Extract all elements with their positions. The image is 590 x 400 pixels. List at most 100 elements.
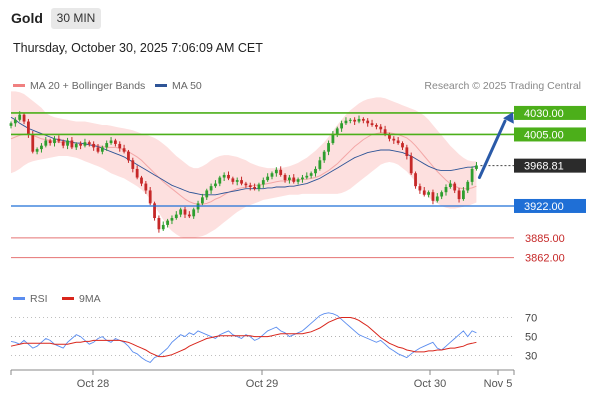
candle-body [92, 143, 96, 148]
candle-body [187, 214, 191, 217]
candle-body [279, 169, 283, 175]
candle-body [340, 123, 343, 129]
candle-body [122, 148, 126, 152]
candle-body [405, 147, 409, 156]
candle-body [353, 119, 357, 122]
rsi-9ma-line [10, 317, 477, 358]
candle-body [388, 134, 391, 139]
candle-body [257, 184, 261, 189]
candle-body [201, 197, 204, 204]
rsi-tick-label: 50 [525, 332, 537, 344]
candle-body [322, 151, 326, 161]
candle-body [74, 143, 78, 148]
candle-body [144, 183, 148, 191]
candle-body [335, 128, 339, 135]
legend-9ma: 9MA [62, 293, 101, 305]
candle-body [274, 169, 278, 174]
ma9-label: 9MA [79, 293, 101, 305]
timestamp: Thursday, October 30, 2025 7:06:09 AM CE… [13, 41, 263, 55]
candle-body [475, 165, 478, 169]
candle-body [444, 187, 448, 193]
candle-body [205, 190, 209, 198]
candle-body [470, 168, 474, 182]
candle-body [396, 140, 400, 144]
candle-body [288, 177, 291, 181]
candle-body [183, 209, 187, 215]
candle-body [392, 138, 396, 141]
x-tick-label: Oct 30 [414, 378, 446, 390]
candle-body [153, 203, 156, 219]
candle-body [331, 134, 335, 144]
candle-body [13, 119, 17, 124]
candle-body [222, 174, 226, 178]
candle-body [344, 120, 348, 124]
legend-rsi: RSI [13, 293, 48, 305]
ma9-swatch [62, 296, 74, 300]
candle-body [48, 140, 52, 144]
candle-body [414, 173, 417, 187]
legend-ma50: MA 50 [155, 80, 202, 92]
candle-body [231, 178, 235, 182]
candle-body [309, 173, 313, 176]
candle-body [409, 156, 413, 174]
candle-body [83, 142, 87, 146]
level-3968-81-tag [514, 158, 586, 173]
candle-body [305, 175, 309, 178]
candle-body [462, 190, 465, 200]
candle-body [18, 114, 22, 120]
candle-body [157, 218, 161, 230]
x-tick-label: Nov 5 [484, 378, 513, 390]
candle-body [466, 181, 470, 191]
projection-arrow [477, 119, 507, 180]
candle-body [96, 147, 100, 152]
candle-body [448, 183, 452, 188]
ma20-label: MA 20 + Bollinger Bands [30, 80, 146, 92]
level-4030-00-tag [514, 105, 586, 120]
candle-body [27, 121, 30, 135]
candle-body [170, 218, 174, 221]
candle-body [440, 192, 444, 197]
candle-body [22, 114, 26, 122]
x-tick-label: Oct 29 [246, 378, 278, 390]
candle-body [422, 190, 426, 195]
candle-body [209, 186, 213, 191]
level-3922-00-tag [514, 198, 586, 213]
candle-body [261, 180, 265, 185]
candle-body [118, 143, 122, 149]
ma50-swatch [155, 83, 167, 87]
candle-body [135, 168, 139, 178]
candle-body [218, 177, 222, 184]
candle-body [140, 177, 143, 184]
candle-body [40, 145, 43, 150]
ma50-label: MA 50 [172, 80, 202, 92]
candle-body [174, 214, 178, 219]
candle-body [366, 120, 370, 124]
candle-body [44, 140, 48, 146]
candle-body [375, 124, 378, 127]
candle-body [383, 129, 387, 135]
candle-body [435, 196, 439, 201]
candle-body [379, 126, 383, 130]
candle-body [227, 174, 230, 179]
candle-body [244, 183, 248, 186]
candle-body [70, 140, 74, 148]
copyright-text: Research © 2025 Trading Central [424, 80, 581, 92]
candle-body [109, 140, 113, 144]
candle-body [61, 141, 65, 146]
candle-body [266, 176, 270, 181]
candle-body [66, 140, 69, 146]
candle-body [348, 119, 352, 121]
candle-body [401, 143, 404, 148]
candle-body [192, 209, 196, 217]
candle-body [87, 142, 91, 144]
candle-body [179, 209, 183, 215]
candle-body [31, 134, 35, 152]
level-3885-00-label: 3885.00 [525, 233, 565, 245]
candle-body [105, 143, 109, 148]
candle-body [457, 190, 461, 200]
candle-body [270, 173, 274, 177]
timeframe-button[interactable]: 30 MIN [51, 8, 101, 29]
projection-arrowhead [503, 112, 514, 124]
candle-body [314, 168, 317, 174]
